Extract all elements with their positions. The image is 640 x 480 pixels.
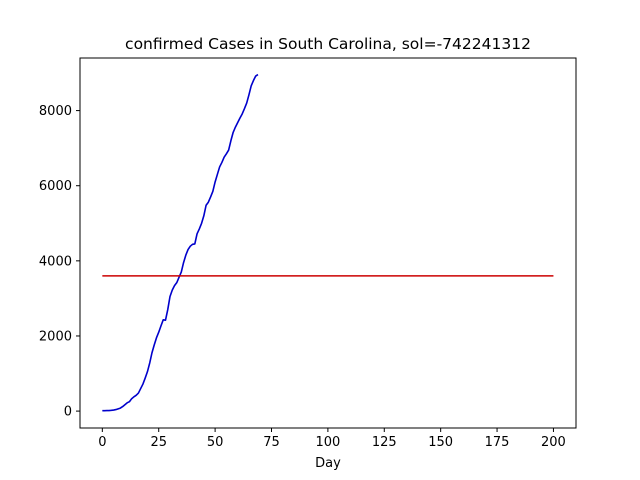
y-tick-label: 4000 <box>39 254 72 269</box>
x-axis-label: Day <box>315 456 341 471</box>
x-tick-label: 175 <box>485 435 510 450</box>
x-tick-label: 25 <box>150 435 167 450</box>
x-tick-label: 0 <box>98 435 106 450</box>
y-tick-label: 6000 <box>39 179 72 194</box>
x-tick-label: 200 <box>541 435 566 450</box>
series-line-confirmed-cases <box>102 73 259 412</box>
chart-title: confirmed Cases in South Carolina, sol=-… <box>125 35 531 53</box>
axes-frame <box>79 57 577 429</box>
y-tick-label: 8000 <box>39 104 72 119</box>
x-tick-label: 50 <box>207 435 224 450</box>
y-tick-label: 0 <box>64 405 72 420</box>
x-tick-label: 125 <box>372 435 397 450</box>
x-tick-label: 75 <box>263 435 280 450</box>
x-tick-label: 150 <box>428 435 453 450</box>
plot-area <box>102 73 554 412</box>
y-tick-label: 2000 <box>39 329 72 344</box>
x-tick-label: 100 <box>315 435 340 450</box>
